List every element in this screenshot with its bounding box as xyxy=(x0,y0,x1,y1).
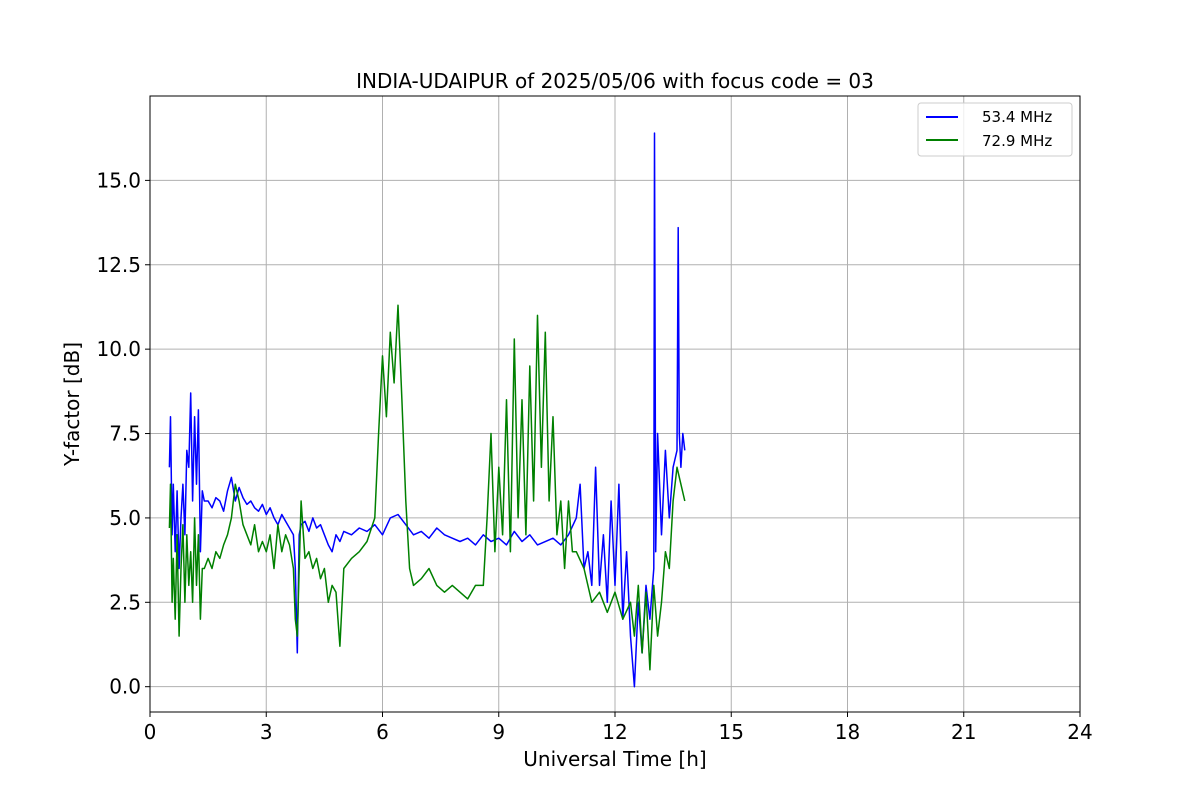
series-line-53mhz xyxy=(168,132,686,688)
x-tick-label: 0 xyxy=(144,720,157,744)
chart-title: INDIA-UDAIPUR of 2025/05/06 with focus c… xyxy=(356,69,874,93)
y-tick-label: 5.0 xyxy=(109,506,141,530)
x-tick-label: 21 xyxy=(951,720,976,744)
y-tick-label: 15.0 xyxy=(96,168,141,192)
x-tick-label: 6 xyxy=(376,720,389,744)
series-group xyxy=(168,132,686,688)
legend-label-53mhz: 53.4 MHz xyxy=(982,108,1052,126)
x-tick-label: 12 xyxy=(602,720,627,744)
x-tick-label: 9 xyxy=(492,720,505,744)
y-tick-label: 0.0 xyxy=(109,675,141,699)
x-tick-label: 15 xyxy=(719,720,744,744)
series-line-72mhz xyxy=(168,304,686,671)
y-axis-ticks: 0.0 2.5 5.0 7.5 10.0 12.5 15.0 xyxy=(96,168,150,699)
legend-label-72mhz: 72.9 MHz xyxy=(982,132,1052,150)
y-tick-label: 2.5 xyxy=(109,590,141,614)
x-tick-label: 18 xyxy=(835,720,860,744)
x-axis-ticks: 0 3 6 9 12 15 18 21 24 xyxy=(144,712,1093,744)
x-tick-label: 3 xyxy=(260,720,273,744)
y-tick-label: 7.5 xyxy=(109,422,141,446)
legend: 53.4 MHz 72.9 MHz xyxy=(917,102,1073,157)
x-tick-label: 24 xyxy=(1067,720,1092,744)
y-tick-label: 12.5 xyxy=(96,253,141,277)
x-axis-label: Universal Time [h] xyxy=(523,747,706,771)
y-axis-label: Y-factor [dB] xyxy=(60,342,84,467)
y-tick-label: 10.0 xyxy=(96,337,141,361)
